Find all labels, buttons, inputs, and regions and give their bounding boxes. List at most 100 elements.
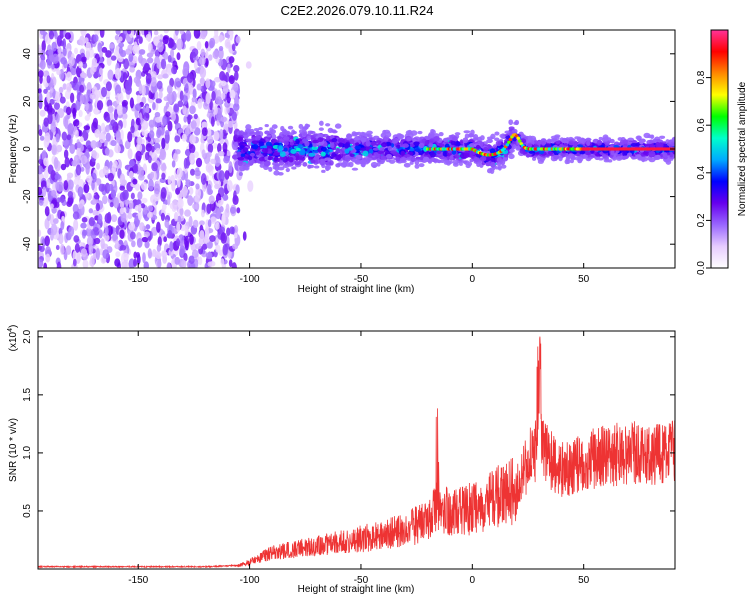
spectrogram-noise-cell (146, 57, 154, 64)
spectrogram-noise-cell (187, 195, 194, 206)
spectrogram-noise-cell (50, 232, 54, 241)
spectrogram-noise-cell (145, 72, 152, 85)
spectrogram-noise-cell (41, 125, 48, 133)
spectrogram-noise-cell (62, 83, 67, 90)
spectrogram-xtick-label: 0 (470, 274, 476, 285)
spectrogram-band-cell (609, 138, 615, 144)
spectrogram-band-cell (473, 137, 478, 141)
spectrogram-noise-cell (136, 199, 141, 206)
spectrogram-noise-cell (156, 221, 161, 233)
spectrogram-trace-cell (517, 139, 522, 143)
spectrogram-noise-cell (150, 76, 157, 87)
spectrogram-band-cell (291, 166, 297, 170)
spectrogram-noise-cell (188, 255, 195, 265)
spectrogram-noise-cell (78, 203, 83, 210)
spectrogram-band-cell (381, 142, 388, 148)
spectrogram-band-cell (277, 166, 285, 171)
spectrogram-noise-cell (72, 119, 80, 127)
spectrogram-noise-cell (68, 226, 75, 237)
spectrogram-noise-cell (93, 237, 101, 245)
spectrogram-noise-cell (155, 251, 162, 260)
spectrogram-noise-cell (210, 116, 215, 127)
spectrogram-noise-cell (192, 88, 197, 99)
spectrogram-band-cell (306, 136, 312, 141)
spectrogram-noise-cell (148, 119, 155, 128)
spectrogram-noise-cell (138, 49, 146, 55)
spectrogram-band-cell (295, 147, 301, 152)
spectrogram-noise-cell (76, 141, 82, 149)
spectrogram-band-cell (463, 152, 470, 158)
spectrogram-band-cell (449, 155, 454, 161)
snr-xtick-label: -100 (240, 575, 260, 586)
spectrogram-noise-cell (153, 30, 159, 36)
spectrogram-noise-cell (70, 66, 77, 76)
spectrogram-band-cell (277, 171, 284, 176)
spectrogram-band-cell (423, 146, 428, 152)
spectrogram-band-cell (272, 152, 280, 156)
spectrogram-band-cell (622, 150, 628, 157)
spectrogram-band-cell (380, 155, 387, 160)
spectrogram-noise-cell (44, 206, 50, 217)
spectrogram-noise-cell (107, 172, 114, 182)
spectrogram-noise-cell (207, 183, 212, 195)
spectrogram-noise-cell (55, 113, 60, 123)
spectrogram-noise-cell (161, 172, 166, 180)
spectrogram-band-cell (354, 145, 362, 150)
spectrogram-band-cell (365, 140, 371, 147)
spectrogram-noise-cell (195, 157, 203, 168)
spectrogram-band-cell (289, 141, 295, 146)
spectrogram-noise-cell (107, 183, 114, 192)
spectrogram-noise-cell (229, 226, 235, 235)
spectrogram-noise-cell (202, 243, 208, 250)
spectrogram-noise-cell (99, 67, 104, 76)
spectrogram-noise-cell (96, 162, 101, 170)
spectrogram-noise-cell (110, 55, 117, 61)
spectrogram-band-cell (344, 142, 349, 149)
spectrogram-noise-cell (235, 35, 241, 44)
spectrogram-noise-cell (69, 143, 76, 154)
spectrogram-noise-cell (90, 66, 95, 75)
spectrogram-noise-cell (123, 58, 130, 70)
spectrogram-noise-cell (215, 237, 220, 243)
spectrogram-noise-cell (100, 238, 105, 250)
spectrogram-noise-cell (185, 30, 192, 42)
spectrogram-noise-cell (38, 186, 43, 196)
spectrogram-noise-cell (113, 197, 120, 209)
spectrogram-noise-cell (190, 168, 196, 176)
spectrogram-noise-cell (105, 132, 111, 142)
spectrogram-noise-cell (46, 91, 51, 103)
spectrogram-band-cell (329, 142, 335, 149)
spectrogram-noise-cell (176, 167, 183, 179)
spectrogram-noise-cell (205, 58, 209, 67)
spectrogram-noise-cell (98, 229, 103, 239)
spectrogram-band-cell (561, 137, 567, 144)
spectrogram-noise-cell (177, 176, 181, 188)
spectrogram-noise-cell (136, 136, 143, 145)
spectrogram-band-cell (317, 137, 324, 143)
spectrogram-noise-cell (193, 60, 198, 70)
spectrogram-noise-cell (133, 76, 141, 84)
spectrogram-band-cell (349, 138, 355, 145)
spectrogram-band-cell (264, 130, 270, 135)
spectrogram-noise-cell (145, 224, 151, 230)
spectrogram-band-cell (452, 136, 458, 141)
spectrogram-noise-cell (74, 129, 79, 138)
spectrogram-noise-cell (109, 202, 114, 208)
spectrogram-noise-cell (162, 251, 168, 257)
spectrogram-noise-cell (41, 40, 46, 52)
spectrogram-band-cell (392, 139, 399, 144)
spectrogram-noise-cell (85, 148, 90, 158)
spectrogram-band-cell (293, 160, 301, 166)
spectrogram-band-cell (264, 156, 269, 161)
spectrogram-noise-cell (217, 199, 223, 207)
spectrogram-noise-cell (247, 180, 254, 192)
spectrogram-band-cell (335, 163, 341, 168)
snr-xtick-label: 0 (470, 575, 476, 586)
spectrogram-noise-cell (180, 189, 188, 198)
spectrogram-noise-cell (53, 102, 61, 110)
spectrogram-noise-cell (154, 101, 159, 111)
spectrogram-noise-cell (165, 111, 171, 118)
snr-scale-note: (x104) (7, 325, 19, 352)
spectrogram-noise-cell (234, 70, 239, 81)
spectrogram-noise-cell (72, 211, 80, 220)
